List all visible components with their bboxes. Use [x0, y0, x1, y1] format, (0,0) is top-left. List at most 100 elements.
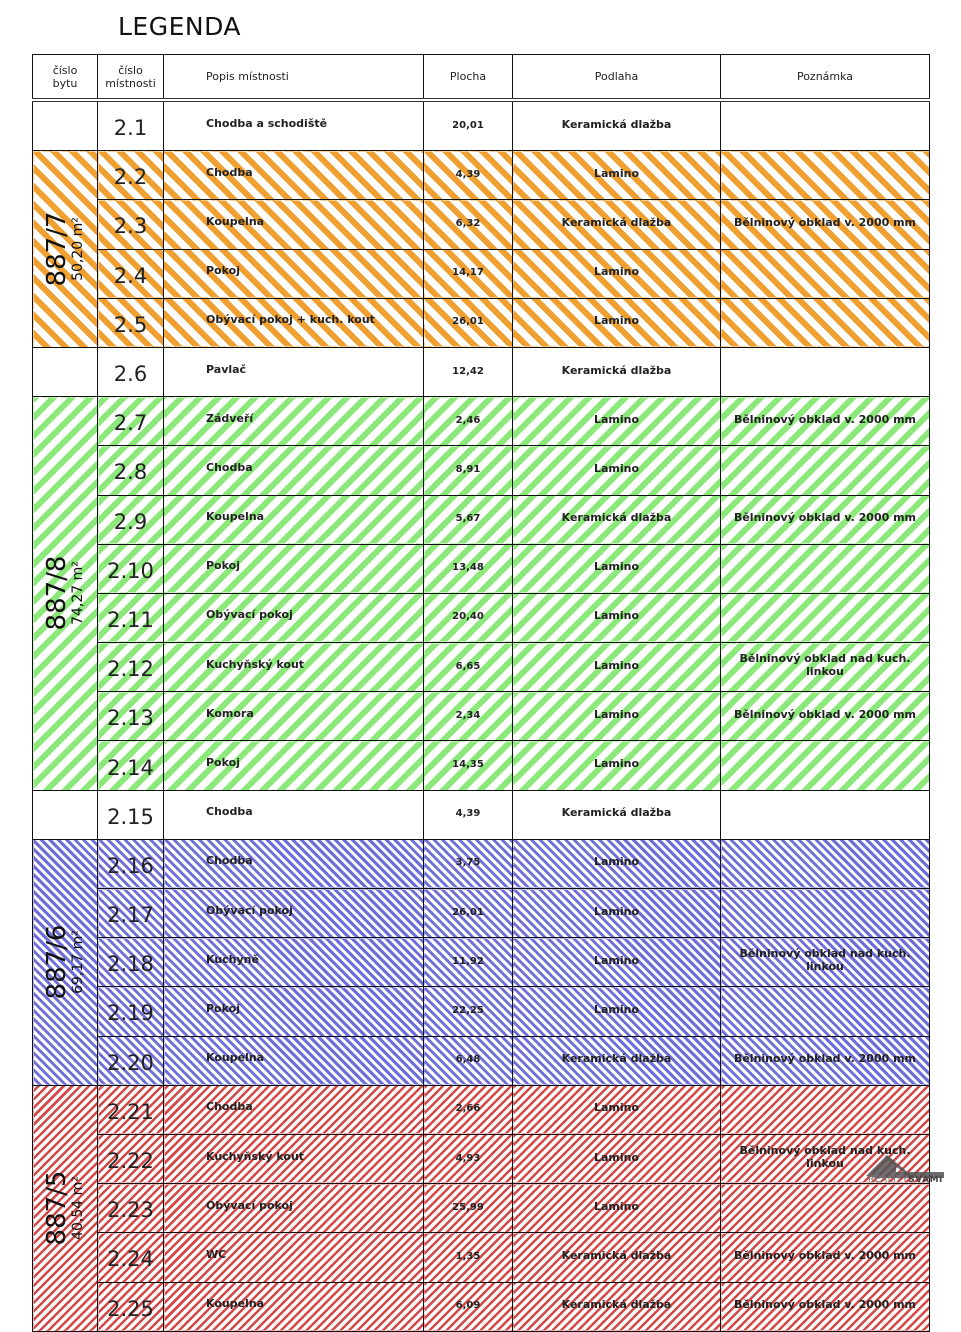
room-floor: Lamino — [512, 1133, 721, 1185]
room-floor: Lamino — [512, 887, 721, 939]
room-number: 2.13 — [97, 691, 164, 742]
room-floor: Lamino — [512, 1183, 721, 1234]
room-description: Koupelna — [163, 1035, 424, 1086]
room-floor: Lamino — [512, 150, 721, 201]
room-description: Obývací pokoj — [163, 887, 424, 939]
room-area: 22,25 — [423, 986, 513, 1037]
room-floor: Keramická dlažba — [512, 1232, 721, 1283]
room-number: 2.10 — [97, 543, 164, 594]
room-note — [720, 248, 930, 299]
room-description: Zádveří — [163, 396, 424, 447]
room-floor: Keramická dlažba — [512, 494, 721, 545]
header-description: Popis místnosti — [163, 54, 424, 102]
room-number: 2.9 — [97, 494, 164, 545]
room-floor: Lamino — [512, 691, 721, 742]
room-area: 8,91 — [423, 445, 513, 496]
room-description: Obývací pokoj — [163, 1183, 424, 1234]
room-description: Pokoj — [163, 986, 424, 1037]
apartment-area: 74,27 m² — [70, 561, 86, 626]
room-number: 2.25 — [97, 1281, 164, 1332]
table-row: 2.24 WC 1,35 Keramická dlažba Bělninový obkl… — [33, 1232, 930, 1283]
room-description: Obývací pokoj + kuch. kout — [163, 297, 424, 348]
room-number: 2.8 — [97, 445, 164, 496]
room-description: Pokoj — [163, 543, 424, 594]
room-number: 2.23 — [97, 1183, 164, 1234]
room-number: 2.7 — [97, 396, 164, 447]
header-note: Poznámka — [720, 54, 930, 102]
room-floor: Lamino — [512, 1084, 721, 1135]
room-area: 4,39 — [423, 150, 513, 201]
room-description: Kuchyně — [163, 937, 424, 988]
apartment-id: 887/8 — [42, 555, 72, 631]
apartment-cell: 887/5 40,54 m² — [32, 1084, 98, 1332]
room-description: WC — [163, 1232, 424, 1283]
room-area: 20,01 — [423, 99, 513, 152]
room-floor: Lamino — [512, 986, 721, 1037]
table-row: 2.5 Obývací pokoj + kuch. kout 26,01 Lamino — [33, 297, 930, 348]
room-note: Bělninový obklad v. 2000 mm — [720, 396, 930, 447]
room-area: 20,40 — [423, 592, 513, 644]
room-area: 6,32 — [423, 199, 513, 250]
table-row: 2.10 Pokoj 13,48 Lamino — [33, 543, 930, 594]
room-description: Pavlač — [163, 346, 424, 398]
room-number: 2.3 — [97, 199, 164, 250]
room-description: Chodba — [163, 789, 424, 840]
table-row: 887/8 74,27 m² 2.7 Zádveří 2,46 Lamino Bělnino… — [32, 396, 930, 791]
table-row: 2.25 Koupelna 6,09 Keramická dlažba Bělninov… — [33, 1281, 930, 1332]
room-number: 2.22 — [97, 1133, 164, 1185]
room-description: Koupelna — [163, 494, 424, 545]
room-description: Chodba — [163, 838, 424, 890]
room-area: 6,48 — [423, 1035, 513, 1086]
room-floor: Lamino — [512, 396, 721, 447]
room-description: Koupelna — [163, 199, 424, 250]
room-description: Chodba a schodiště — [163, 99, 424, 152]
room-area: 1,35 — [423, 1232, 513, 1283]
apartment-area: 50,20 m² — [70, 217, 86, 281]
room-note — [720, 346, 930, 398]
room-number: 2.11 — [97, 592, 164, 644]
room-description: Pokoj — [163, 740, 424, 791]
table-row: 2.12 Kuchyňský kout 6,65 Lamino Bělninový ob… — [33, 642, 930, 693]
room-area: 6,65 — [423, 642, 513, 693]
room-note — [720, 838, 930, 890]
room-number: 2.18 — [97, 937, 164, 988]
table-row: 2.15 Chodba 4,39 Keramická dlažba — [32, 789, 930, 840]
page-title: LEGENDA — [118, 12, 242, 41]
room-note — [720, 592, 930, 644]
apartment-cell: 887/8 74,27 m² — [32, 396, 98, 791]
header-apartment-no: číslo bytu — [32, 54, 98, 102]
room-note — [720, 99, 930, 152]
room-number: 2.6 — [97, 346, 164, 398]
room-number: 2.14 — [97, 740, 164, 791]
apartment-cell — [32, 346, 98, 398]
room-area: 6,09 — [423, 1281, 513, 1332]
room-floor: Keramická dlažba — [512, 99, 721, 152]
room-area: 5,67 — [423, 494, 513, 545]
table-row: 2.23 Obývací pokoj 25,99 Lamino — [33, 1183, 930, 1234]
room-area: 3,75 — [423, 838, 513, 890]
header-floor: Podlaha — [512, 54, 721, 102]
room-description: Chodba — [163, 1084, 424, 1135]
room-note: Bělninový obklad v. 2000 mm — [720, 1232, 930, 1283]
room-number: 2.4 — [97, 248, 164, 299]
room-floor: Lamino — [512, 937, 721, 988]
room-note: Bělninový obklad v. 2000 mm — [720, 199, 930, 250]
apartment-area: 69,17 m² — [70, 930, 86, 995]
apartment-cell — [32, 99, 98, 152]
room-floor: Keramická dlažba — [512, 789, 721, 840]
room-area: 13,48 — [423, 543, 513, 594]
room-note: Bělninový obklad v. 2000 mm — [720, 1035, 930, 1086]
room-number: 2.17 — [97, 887, 164, 939]
room-area: 14,17 — [423, 248, 513, 299]
room-area: 14,35 — [423, 740, 513, 791]
table-row: 2.8 Chodba 8,91 Lamino — [33, 445, 930, 496]
room-area: 11,92 — [423, 937, 513, 988]
table-row: 2.14 Pokoj 14,35 Lamino — [33, 740, 930, 791]
room-number: 2.2 — [97, 150, 164, 201]
apartment-id: 887/6 — [42, 924, 72, 1000]
room-floor: Lamino — [512, 543, 721, 594]
room-description: Chodba — [163, 150, 424, 201]
room-note — [720, 986, 930, 1037]
room-floor: Keramická dlažba — [512, 1281, 721, 1332]
room-description: Chodba — [163, 445, 424, 496]
